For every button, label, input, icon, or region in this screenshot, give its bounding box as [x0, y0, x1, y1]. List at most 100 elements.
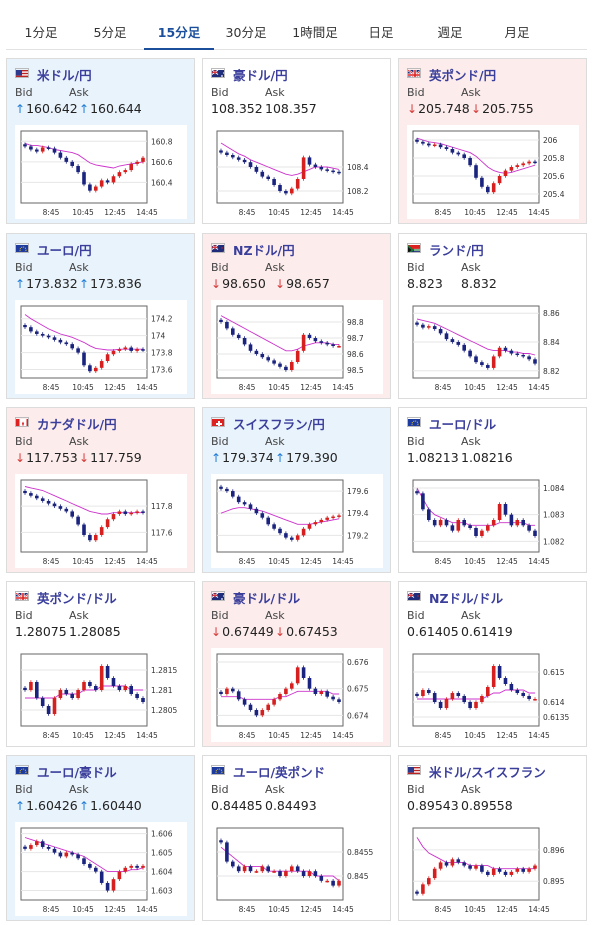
candle-body — [474, 528, 478, 536]
currency-pair-link[interactable]: スイスフラン/円 — [233, 417, 325, 432]
candlestick-chart: 0.615 0.614 0.6135 8:45 10:45 12:45 14:45 — [412, 653, 569, 740]
currency-card[interactable]: ランド/円 Bid Ask 8.823 8.832 8.86 8.84 8.82 8:45 10:… — [398, 233, 587, 399]
currency-pair-link[interactable]: ユーロ/豪ドル — [37, 765, 117, 780]
tab-30min[interactable]: 30分足 — [225, 25, 267, 40]
candlestick-chart: 174.2 174 173.8 173.6 8:45 10:45 12:45 14:45 — [20, 305, 173, 392]
candle-body — [474, 865, 478, 869]
price-chart[interactable]: 1.084 1.083 1.082 8:45 10:45 12:45 14:45 — [407, 474, 579, 568]
candle-body — [99, 180, 104, 187]
price-chart[interactable]: 8.86 8.84 8.82 8:45 10:45 12:45 14:45 — [407, 300, 579, 394]
candle-body — [129, 865, 133, 868]
candle-body — [515, 165, 520, 167]
currency-card[interactable]: NZドル/ドル Bid Ask 0.61405 0.61419 0.615 0.614 0.6… — [398, 581, 587, 747]
price-chart[interactable]: 0.896 0.895 8:45 10:45 12:45 14:45 — [407, 822, 579, 916]
x-tick-label: 12:45 — [496, 905, 518, 914]
x-tick-label: 12:45 — [104, 905, 126, 914]
currency-card[interactable]: スイスフラン/円 Bid Ask ↑179.374 ↑179.390 179.6 179.4… — [202, 407, 391, 573]
ask-label: Ask — [265, 435, 285, 448]
price-chart[interactable]: 174.2 174 173.8 173.6 8:45 10:45 12:45 14:45 — [15, 300, 187, 394]
y-tick-label: 1.2815 — [151, 666, 177, 675]
currency-pair-link[interactable]: ユーロ/英ポンド — [233, 765, 326, 780]
x-tick-label: 14:45 — [528, 208, 550, 217]
currency-card[interactable]: 英ポンド/円 Bid Ask ↓205.748 ↓205.755 206 205.8 205.… — [398, 58, 587, 224]
currency-card[interactable]: 英ポンド/ドル Bid Ask 1.28075 1.28085 1.2815 1.281 1.… — [6, 581, 195, 747]
card-header: ランド/円 — [407, 240, 582, 258]
price-chart[interactable]: 1.606 1.605 1.604 1.603 8:45 10:45 12:45 14:45 — [15, 822, 187, 916]
tab-1min[interactable]: 1分足 — [24, 25, 58, 40]
price-chart[interactable]: 0.8455 0.845 8:45 10:45 12:45 14:45 — [211, 822, 383, 916]
currency-card[interactable]: 米ドル/円 Bid Ask ↑160.642 ↑160.644 160.8 160.6 160… — [6, 58, 195, 224]
y-tick-label: 174.2 — [151, 315, 173, 324]
candle-body — [491, 666, 496, 687]
currency-pair-link[interactable]: 米ドル/スイスフラン — [429, 765, 546, 780]
candle-body — [509, 684, 514, 690]
candle-body — [117, 511, 122, 515]
candle-body — [70, 694, 74, 698]
tab-daily[interactable]: 日足 — [368, 25, 394, 40]
currency-card[interactable]: ユーロ/円 Bid Ask ↑173.832 ↑173.836 174.2 174 173.8… — [6, 233, 195, 399]
price-chart[interactable]: 206 205.8 205.6 205.4 8:45 10:45 12:45 14:45 — [407, 125, 579, 219]
currency-card[interactable]: NZドル/円 Bid Ask ↓98.650 ↓98.657 98.8 98.7 98.6 98… — [202, 233, 391, 399]
currency-pair-link[interactable]: ランド/円 — [429, 243, 484, 258]
currency-pair-link[interactable]: 豪ドル/ドル — [233, 591, 301, 606]
ask-value: ↓98.657 — [275, 276, 330, 291]
candle-body — [40, 333, 45, 336]
currency-pair-link[interactable]: 米ドル/円 — [37, 68, 92, 83]
candle-body — [313, 338, 318, 342]
tab-5min[interactable]: 5分足 — [93, 25, 127, 40]
ask-value: 0.61419 — [461, 624, 513, 639]
candle-body — [290, 362, 294, 370]
candle-body — [319, 167, 324, 170]
currency-card[interactable]: カナダドル/円 Bid Ask ↓117.753 ↓117.759 117.8 117.6 8… — [6, 407, 195, 573]
candle-body — [52, 848, 57, 853]
currency-pair-link[interactable]: 英ポンド/円 — [429, 68, 497, 83]
candle-body — [260, 354, 265, 358]
currency-card[interactable]: ユーロ/英ポンド Bid Ask 0.84485 0.84493 0.8455 0.845 8… — [202, 755, 391, 921]
price-chart[interactable]: 0.676 0.675 0.674 8:45 10:45 12:45 14:45 — [211, 648, 383, 742]
price-chart[interactable]: 0.615 0.614 0.6135 8:45 10:45 12:45 14:45 — [407, 648, 579, 742]
candle-body — [480, 865, 484, 872]
tab-monthly[interactable]: 月足 — [504, 25, 530, 40]
candle-body — [486, 525, 490, 531]
x-tick-label: 12:45 — [300, 905, 322, 914]
candle-body — [82, 858, 86, 864]
candle-body — [260, 513, 265, 518]
price-chart[interactable]: 1.2815 1.281 1.2805 8:45 10:45 12:45 14:45 — [15, 648, 187, 742]
candle-body — [427, 326, 431, 328]
currency-card[interactable]: ユーロ/ドル Bid Ask 1.08213 1.08216 1.084 1.083 1.08… — [398, 407, 587, 573]
currency-card[interactable]: ユーロ/豪ドル Bid Ask ↑1.60426 ↑1.60440 1.606 1.605 1… — [6, 755, 195, 921]
price-chart[interactable]: 108.4 108.2 8:45 10:45 12:45 14:45 — [211, 125, 383, 219]
y-tick-label: 205.6 — [543, 172, 565, 181]
currency-pair-link[interactable]: ユーロ/ドル — [429, 417, 497, 432]
currency-pair-link[interactable]: 英ポンド/ドル — [37, 591, 117, 606]
currency-card[interactable]: 豪ドル/円 Bid Ask 108.352 108.357 108.4 108.2 8:45 1… — [202, 58, 391, 224]
candle-body — [46, 500, 51, 504]
candlestick-chart: 117.8 117.6 8:45 10:45 12:45 14:45 — [20, 479, 173, 566]
candlestick-chart: 0.676 0.675 0.674 8:45 10:45 12:45 14:45 — [216, 653, 369, 740]
price-chart[interactable]: 98.8 98.7 98.6 98.5 8:45 10:45 12:45 14:45 — [211, 300, 383, 394]
price-chart[interactable]: 179.6 179.4 179.2 8:45 10:45 12:45 14:45 — [211, 474, 383, 568]
tab-15min[interactable]: 15分足 — [144, 22, 214, 50]
candle-body — [503, 871, 508, 875]
moving-average-line — [220, 142, 340, 176]
ch-flag-icon — [211, 417, 225, 427]
price-chart[interactable]: 160.8 160.6 160.4 8:45 10:45 12:45 14:45 — [15, 125, 187, 219]
tab-1hour[interactable]: 1時間足 — [292, 25, 338, 40]
currency-pair-link[interactable]: ユーロ/円 — [37, 243, 92, 258]
currency-pair-link[interactable]: カナダドル/円 — [37, 417, 117, 432]
us-flag-icon — [15, 68, 29, 78]
currency-pair-link[interactable]: 豪ドル/円 — [233, 68, 288, 83]
y-tick-label: 98.6 — [347, 350, 364, 359]
price-chart[interactable]: 117.8 117.6 8:45 10:45 12:45 14:45 — [15, 474, 187, 568]
tab-weekly[interactable]: 週足 — [437, 25, 463, 40]
currency-card[interactable]: 豪ドル/ドル Bid Ask ↓0.67449 ↓0.67453 0.676 0.675 0.… — [202, 581, 391, 747]
candle-body — [70, 511, 74, 517]
currency-pair-link[interactable]: NZドル/円 — [233, 243, 295, 258]
candle-body — [76, 516, 80, 525]
moving-average-line — [24, 142, 144, 169]
candle-body — [225, 322, 229, 329]
candle-body — [117, 172, 122, 177]
currency-pair-link[interactable]: NZドル/ドル — [429, 591, 504, 606]
candle-body — [141, 349, 145, 351]
currency-card[interactable]: 米ドル/スイスフラン Bid Ask 0.89543 0.89558 0.896 0.895… — [398, 755, 587, 921]
